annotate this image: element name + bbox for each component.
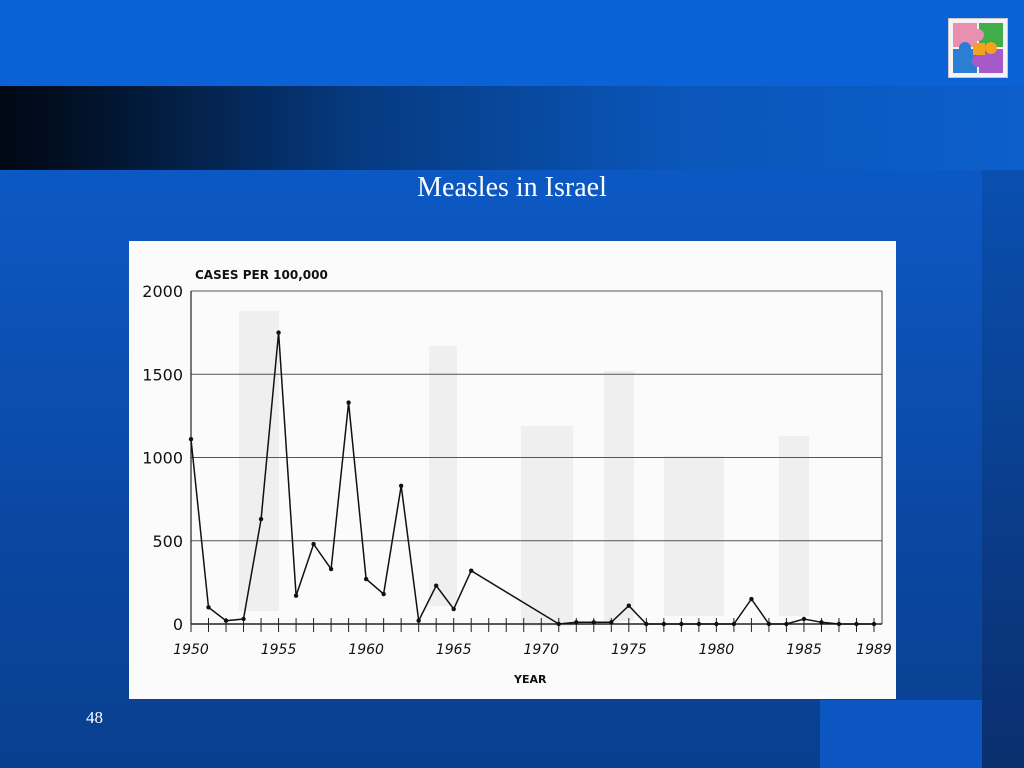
x-tick-label: 1950 [173, 642, 209, 658]
data-point [766, 621, 772, 627]
y-tick-label: 1500 [142, 365, 183, 384]
data-point [469, 568, 474, 573]
ghost-bar [664, 456, 724, 616]
data-point [328, 566, 334, 572]
data-point [451, 606, 456, 612]
data-point [696, 621, 702, 627]
data-point [206, 605, 211, 610]
right-accent-strip [982, 170, 1024, 768]
data-point [819, 620, 824, 625]
x-tick-label: 1980 [699, 642, 735, 658]
data-point [381, 591, 386, 597]
header-band [0, 0, 1024, 86]
x-tick-label: 1965 [436, 642, 472, 658]
bottom-accent [820, 700, 982, 768]
ghost-bar [239, 311, 279, 611]
data-point [241, 616, 246, 622]
data-point [714, 621, 719, 627]
data-point [626, 603, 632, 608]
ghost-bar [779, 436, 809, 616]
data-point [416, 618, 421, 623]
ghost-bar [604, 371, 634, 621]
data-point [801, 616, 807, 622]
data-point [749, 596, 754, 602]
ghost-bar [429, 346, 457, 606]
data-point [293, 593, 299, 598]
data-point [679, 621, 684, 627]
x-tick-label: 1970 [523, 642, 559, 658]
data-point [871, 621, 877, 627]
x-tick-label: 1989 [856, 642, 892, 658]
y-tick-label: 2000 [142, 282, 183, 301]
data-point [223, 618, 229, 623]
slide-title: Measles in Israel [417, 172, 607, 203]
measles-line-chart: CASES PER 100,000 YEAR 0500100015002000 … [142, 268, 892, 686]
slide-number: 48 [86, 708, 103, 727]
data-point [398, 483, 404, 489]
x-tick-label: 1960 [348, 642, 384, 658]
data-point [363, 576, 369, 582]
data-point [276, 330, 281, 335]
data-point [836, 621, 842, 627]
data-point [784, 621, 789, 627]
x-tick-label: 1985 [786, 642, 822, 658]
data-point [556, 621, 561, 627]
data-point [591, 620, 596, 625]
data-point [311, 541, 316, 547]
data-point [258, 516, 264, 522]
ghost-bar [521, 426, 573, 626]
x-tick-label: 1955 [261, 642, 297, 658]
data-point [731, 621, 737, 627]
title-bar [0, 86, 1024, 170]
data-point [433, 583, 439, 588]
chart-panel: CASES PER 100,000 YEAR 0 500 1000 1500 2000 … [129, 241, 896, 699]
puzzle-icon [948, 18, 1008, 78]
series-line [190, 332, 874, 625]
x-tick-label: 1975 [611, 642, 647, 658]
y-tick-label: 0 [173, 615, 183, 634]
y-axis-label: CASES PER 100,000 [195, 268, 328, 282]
data-point [346, 400, 351, 405]
y-tick-label: 1000 [142, 449, 183, 468]
data-point [609, 620, 614, 625]
y-tick-label: 500 [152, 532, 183, 551]
x-axis-label: YEAR [513, 673, 547, 686]
data-point [188, 436, 194, 442]
data-point [644, 621, 649, 627]
data-point [661, 621, 667, 627]
data-point [574, 620, 579, 625]
data-point [854, 621, 859, 627]
